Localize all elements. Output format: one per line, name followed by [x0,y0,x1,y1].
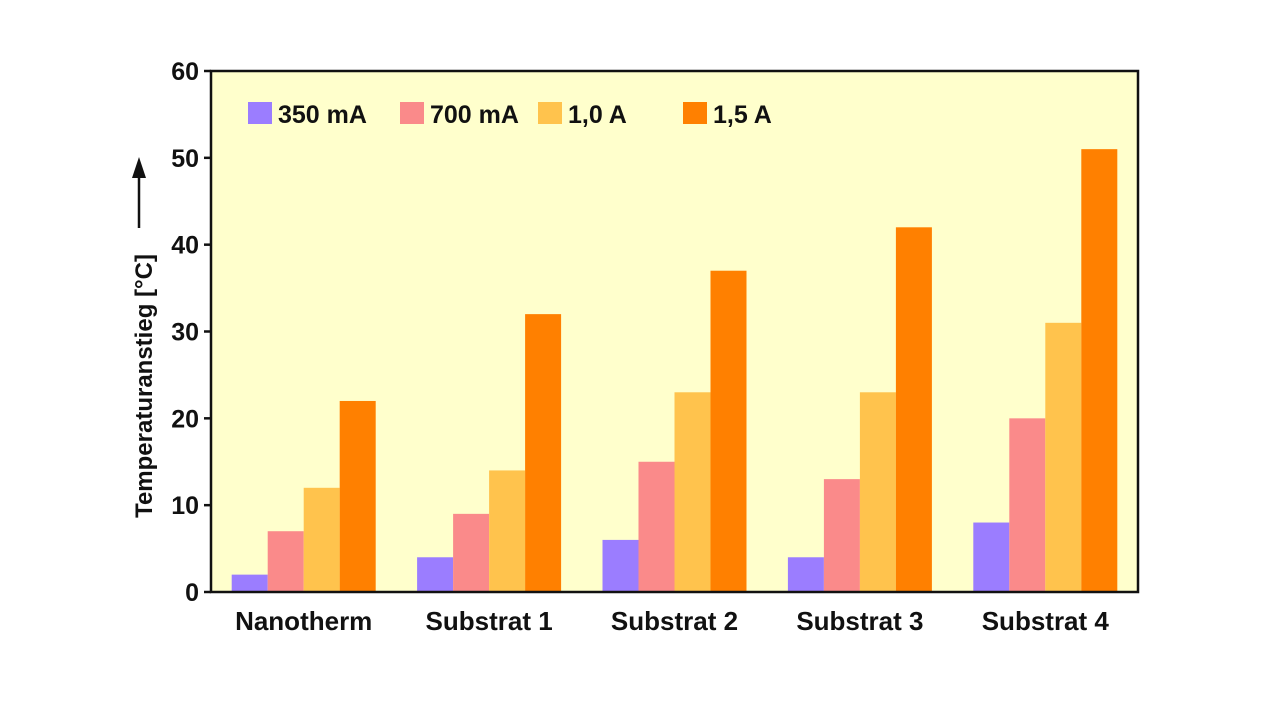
bar-0-2 [602,539,639,592]
bar-3-1 [525,314,562,592]
y-tick-label: 30 [171,319,199,347]
y-axis-label: Temperaturanstieg [°C] [131,254,158,518]
bar-2-1 [489,470,526,592]
x-tick-label: Substrat 3 [796,606,923,636]
bar-1-0 [267,531,304,592]
bar-1-2 [638,461,675,592]
x-tick-label: Substrat 2 [611,606,738,636]
legend-swatch [538,102,562,124]
bar-3-3 [895,227,932,593]
legend-label: 1,5 A [713,101,772,129]
bar-2-3 [859,392,896,592]
bar-2-4 [1045,322,1082,592]
legend-label: 350 mA [278,101,367,129]
y-tick-label: 40 [171,232,199,260]
bar-3-0 [339,400,376,592]
y-tick-label: 50 [171,145,199,173]
y-tick-label: 10 [171,492,199,520]
y-tick-label: 20 [171,405,199,433]
y-axis-arrow-head [132,157,146,178]
y-tick-label: 0 [185,579,199,607]
bar-0-4 [973,522,1010,592]
bar-1-1 [453,513,490,592]
legend-swatch [248,102,272,124]
x-tick-label: Substrat 4 [982,606,1110,636]
bar-3-4 [1081,149,1118,592]
bar-3-2 [710,270,747,592]
bar-2-2 [674,392,711,592]
x-tick-label: Nanotherm [235,606,372,636]
bar-0-0 [231,574,268,592]
y-tick-label: 60 [171,58,199,86]
bar-0-1 [417,557,454,592]
bar-1-4 [1009,418,1046,592]
bar-0-3 [787,557,824,592]
legend-label: 1,0 A [568,101,627,129]
bar-2-0 [303,487,340,592]
x-tick-label: Substrat 1 [426,606,553,636]
legend-swatch [683,102,707,124]
legend-swatch [400,102,424,124]
bar-1-3 [823,479,860,592]
legend-label: 700 mA [430,101,519,129]
